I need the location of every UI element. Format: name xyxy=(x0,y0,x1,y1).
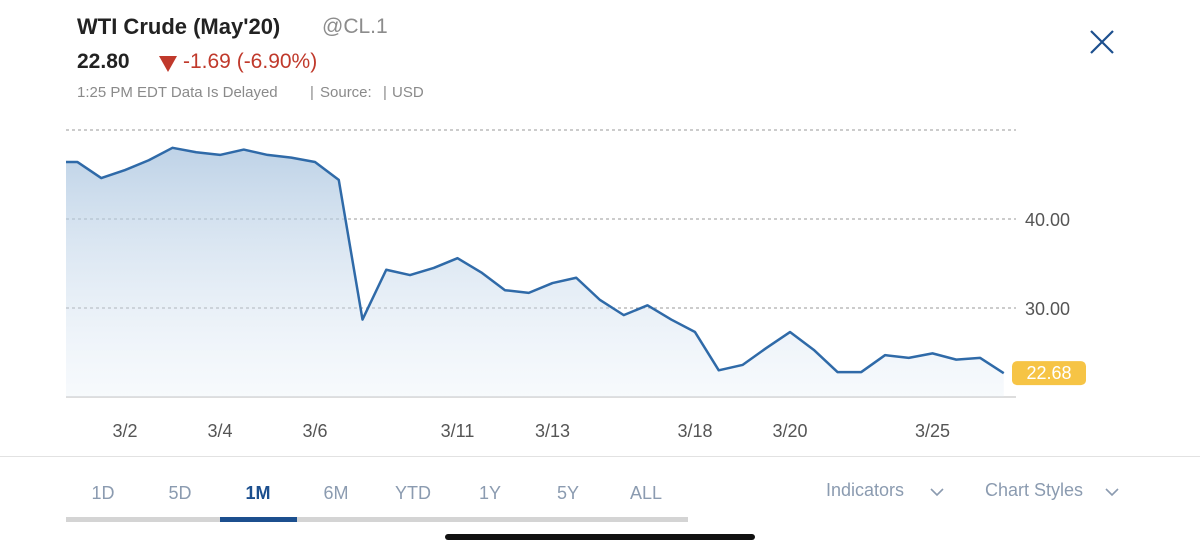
tab[interactable]: 1D xyxy=(91,483,115,503)
price-line xyxy=(66,146,1005,375)
tab[interactable]: 5D xyxy=(168,483,192,503)
tab[interactable]: 6M xyxy=(323,483,349,503)
tab[interactable]: 1M xyxy=(245,483,271,503)
meta-text: USD xyxy=(392,84,424,101)
x-tick-label: 3/4 xyxy=(207,421,232,441)
meta-text: 1:25 PM EDT Data Is Delayed xyxy=(77,84,278,101)
chevron xyxy=(930,488,944,497)
tab[interactable]: 1Y xyxy=(478,483,502,503)
last-price-label: 22.68 xyxy=(1026,363,1071,383)
meta-text: | xyxy=(310,84,314,101)
tab[interactable]: YTD xyxy=(395,483,431,503)
x-tick-label: 3/13 xyxy=(535,421,570,441)
tab-track xyxy=(66,517,688,522)
last-price-badge xyxy=(1012,361,1086,386)
y-tick-label: 30.00 xyxy=(1025,299,1070,319)
chevron xyxy=(1105,488,1119,497)
meta-text: | xyxy=(383,84,387,101)
y-tick-label: 40.00 xyxy=(1025,210,1070,230)
home-indicator xyxy=(445,534,755,540)
tab[interactable]: ALL xyxy=(629,483,663,503)
title: WTI Crude (May'20) xyxy=(77,14,281,39)
x-tick-label: 3/25 xyxy=(915,421,950,441)
meta-text: Source: xyxy=(320,84,372,101)
x-tick-label: 3/2 xyxy=(112,421,137,441)
price: 22.80 xyxy=(77,50,130,73)
symbol: @CL.1 xyxy=(322,15,388,38)
down-arrow xyxy=(159,56,177,72)
tab-indicator xyxy=(220,517,297,522)
area xyxy=(66,147,1004,397)
price-change: -1.69 (-6.90%) xyxy=(183,50,318,73)
menu[interactable]: Chart Styles xyxy=(985,480,1084,500)
menu[interactable]: Indicators xyxy=(826,480,905,500)
x-tick-label: 3/20 xyxy=(772,421,807,441)
separator xyxy=(0,456,1200,457)
tab[interactable]: 5Y xyxy=(556,483,580,503)
x-tick-label: 3/6 xyxy=(302,421,327,441)
x-tick-label: 3/11 xyxy=(441,421,475,441)
chart: 40.00 30.00 3/2 3/4 3/6 3/11 3/13 3/18 3/20 3/25 2… xyxy=(66,129,1086,441)
x-tick-label: 3/18 xyxy=(677,421,712,441)
close-button[interactable] xyxy=(1088,28,1116,56)
